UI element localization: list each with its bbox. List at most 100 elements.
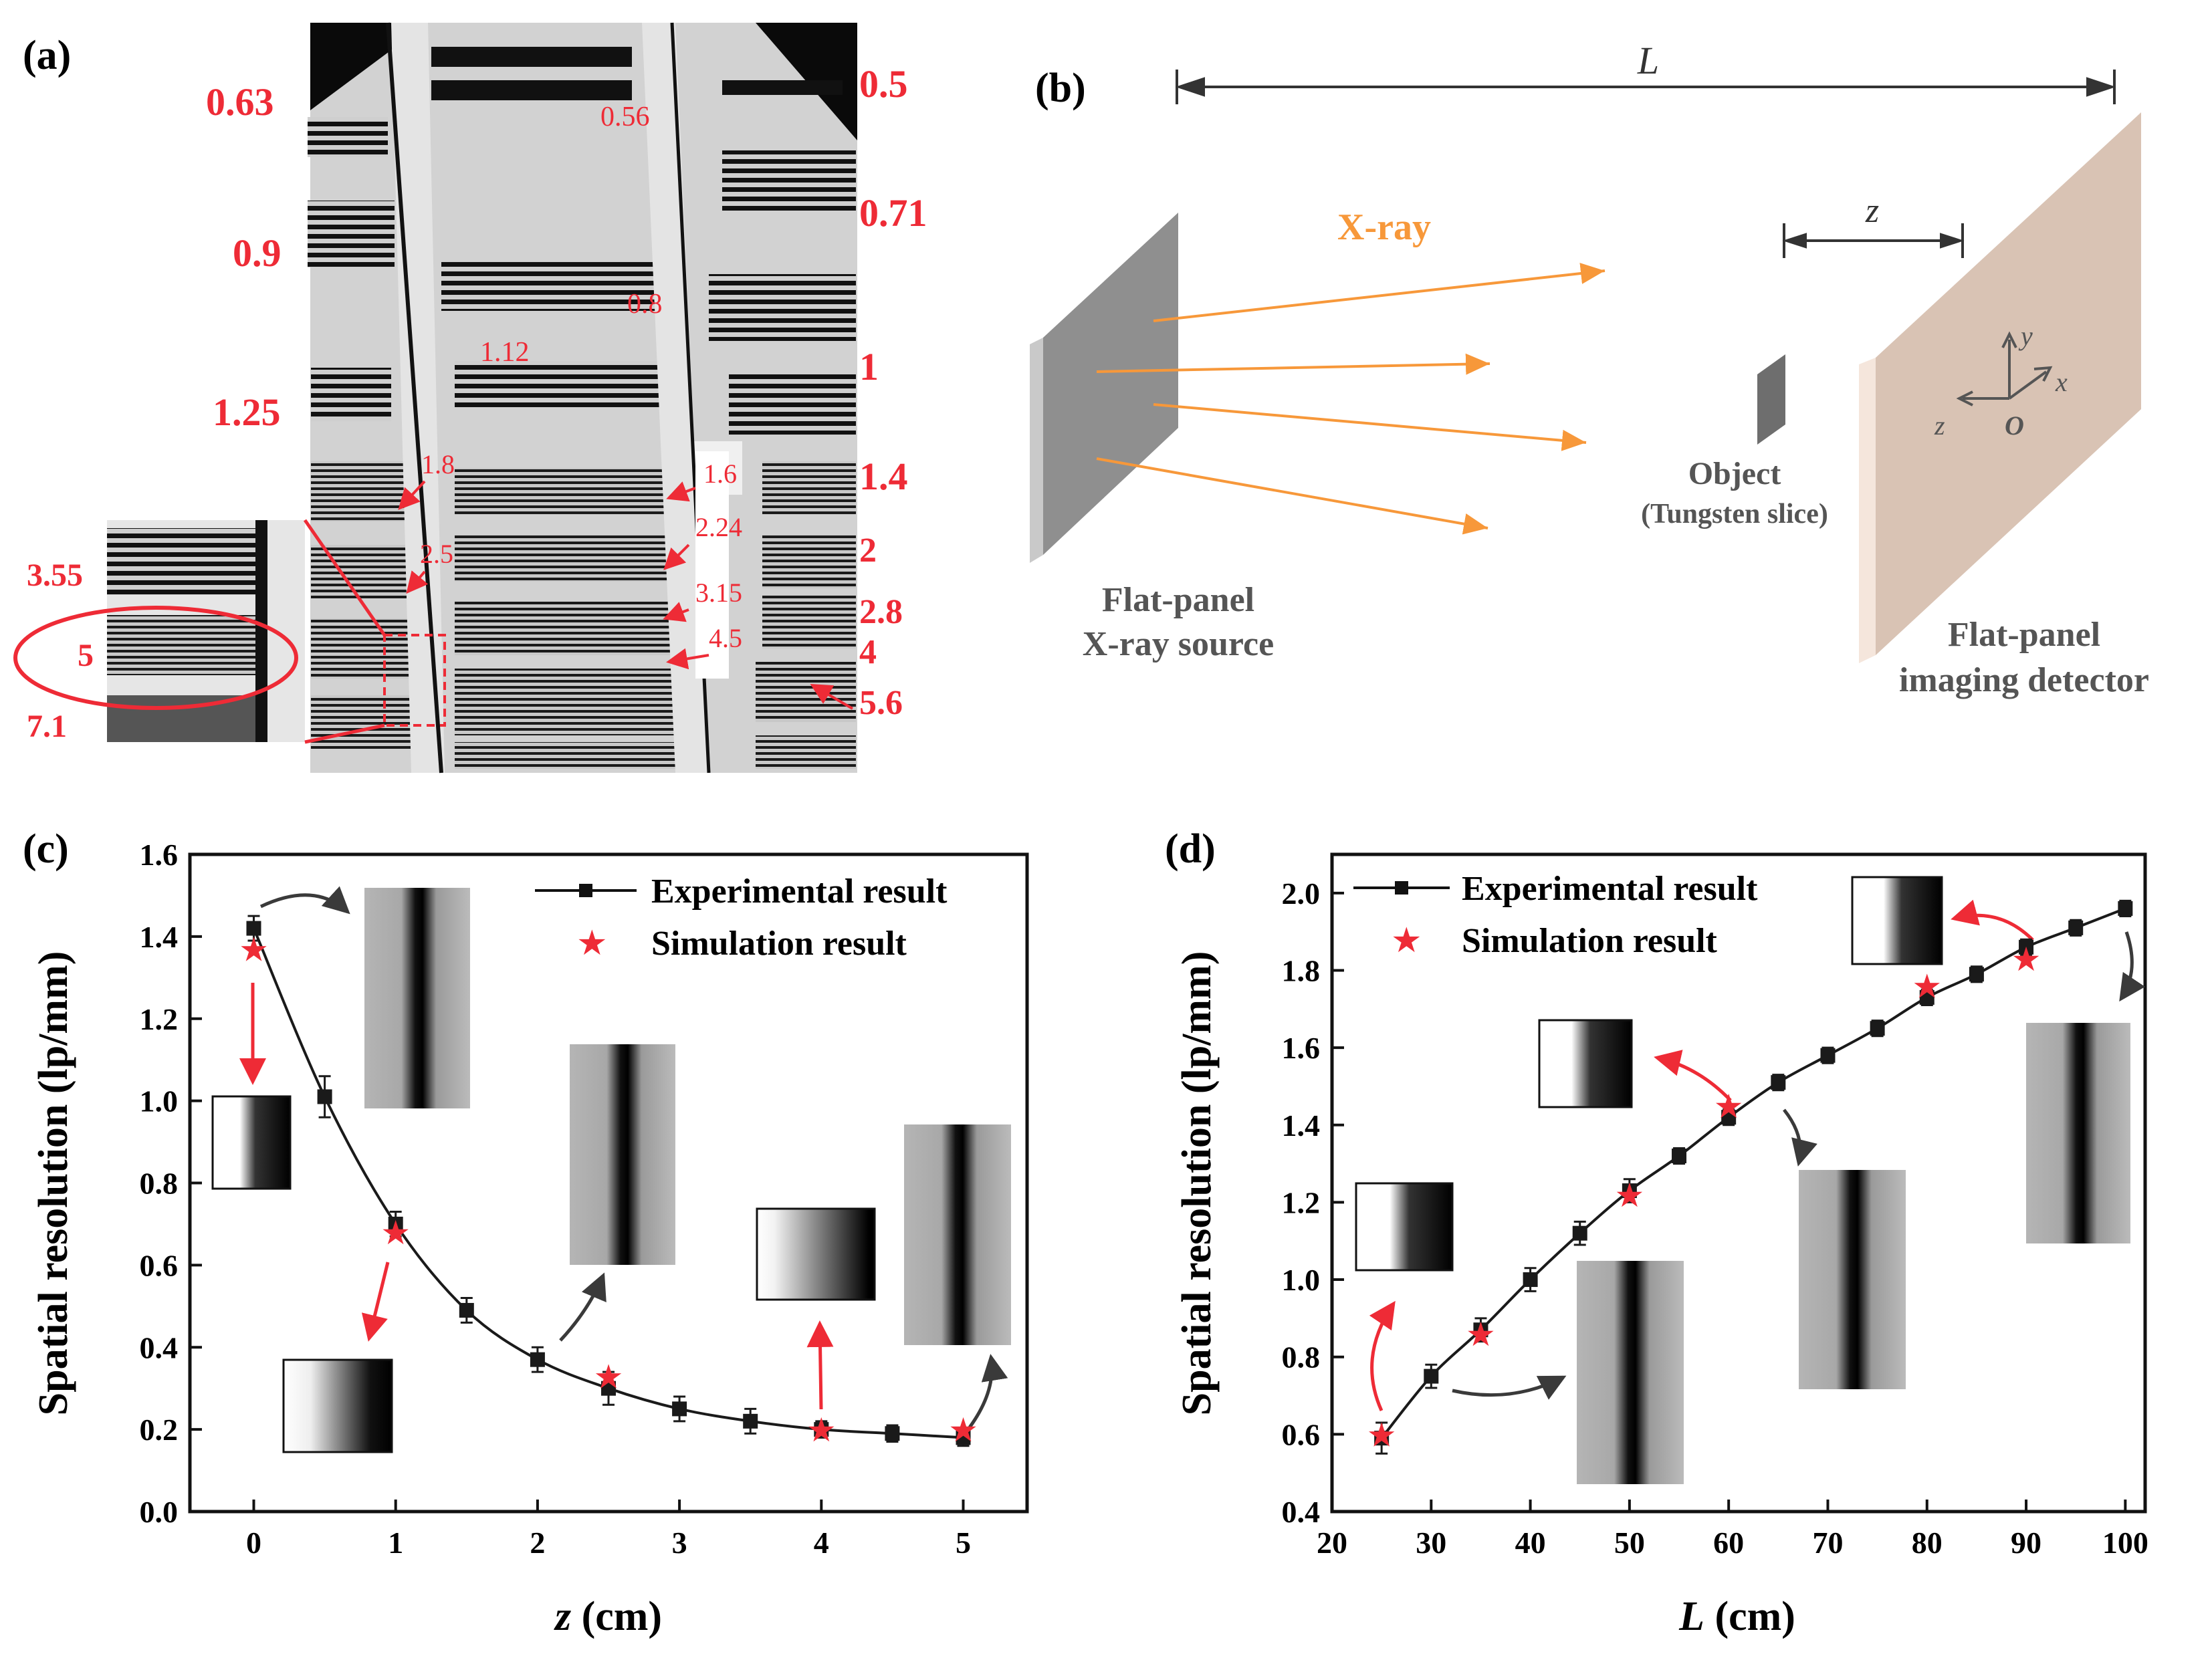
distance-z-label: z — [1865, 192, 1879, 230]
x-tick-label: 2 — [530, 1526, 545, 1560]
experimental-point — [1473, 1322, 1488, 1338]
x-tick-label: 5 — [956, 1526, 971, 1560]
y-tick-label: 1.0 — [140, 1084, 179, 1118]
simulation-point: ★ — [948, 1411, 978, 1449]
y-tick-label: 1.2 — [1282, 1185, 1321, 1219]
a-inner-num: 1.12 — [480, 337, 530, 368]
a-inner-num: 1.6 — [703, 459, 737, 489]
chart-c-y-axis: 0.0 0.2 0.4 0.6 0.8 1.0 1.2 1.4 1.6 — [140, 838, 202, 1529]
legend-simulation: Simulation result — [1462, 922, 1718, 960]
chart-c-annotation-arrows — [239, 886, 1008, 1429]
object-label-2: (Tungsten slice) — [1641, 499, 1828, 529]
tungsten-object — [1757, 354, 1785, 445]
y-tick-label: 0.6 — [1282, 1417, 1321, 1451]
chart-c-plot-area: ★ ★ ★ ★ ★ — [239, 915, 978, 1449]
x-tick-label: 100 — [2102, 1526, 2148, 1560]
inset-line-image — [364, 888, 470, 1108]
legend-experimental: Experimental result — [1462, 870, 1758, 908]
chart-c-xlabel-var: z — [554, 1594, 571, 1639]
panel-d-label: (d) — [1165, 826, 1216, 872]
experimental-point — [1870, 1021, 1885, 1036]
y-tick-label: 1.4 — [140, 920, 179, 954]
x-tick-label: 90 — [2011, 1526, 2041, 1560]
experimental-point — [1424, 1368, 1439, 1384]
experimental-point — [1771, 1075, 1786, 1090]
experimental-point — [885, 1426, 900, 1441]
y-tick-label: 1.2 — [140, 1002, 179, 1036]
experimental-point — [2019, 939, 2034, 955]
inset-line-image — [1799, 1170, 1906, 1389]
a-left-num: 7.1 — [27, 709, 67, 744]
chart-d-annotation-arrows — [1369, 899, 2146, 1412]
simulation-point: ★ — [1367, 1415, 1397, 1454]
a-right-num: 1 — [859, 345, 879, 388]
experimental-point — [388, 1216, 403, 1231]
a-pointer-arrows — [398, 480, 854, 710]
a-left-num: 5 — [78, 638, 94, 673]
y-tick-label: 1.6 — [140, 838, 179, 872]
simulation-point: ★ — [594, 1357, 624, 1396]
xray-beams — [1096, 263, 1606, 535]
a-inner-num: 1.8 — [421, 449, 455, 479]
axis-y-label: y — [2018, 321, 2033, 351]
legend-star-marker: ★ — [1391, 921, 1422, 961]
x-tick-label: 80 — [1912, 1526, 1943, 1560]
resolution-chart-photo — [308, 22, 857, 773]
xray-label: X-ray — [1337, 207, 1431, 248]
distance-z-marker — [1782, 223, 1965, 258]
panel-a-label: (a) — [23, 33, 71, 78]
axis-x-label: x — [2055, 367, 2068, 397]
distance-L-marker — [1175, 70, 2116, 104]
legend-square-marker — [1395, 881, 1408, 895]
chart-c-insets — [211, 888, 1011, 1453]
y-tick-label: 2.0 — [1282, 876, 1321, 911]
y-tick-label: 0.0 — [140, 1495, 179, 1529]
simulation-point: ★ — [239, 930, 269, 969]
experimental-series-line — [252, 927, 964, 1439]
experimental-point — [1523, 1272, 1538, 1288]
panel-b-label: (b) — [1035, 66, 1086, 111]
chart-c-x-axis: 0 1 2 3 4 5 — [246, 1500, 971, 1560]
highlight-ellipse — [13, 606, 298, 710]
a-right-num: 1.4 — [859, 455, 908, 498]
chart-c-xlabel: z (cm) — [554, 1594, 662, 1639]
x-tick-label: 40 — [1515, 1526, 1546, 1560]
source-label-2: X-ray source — [1083, 625, 1274, 663]
panel-c-label: (c) — [23, 826, 69, 872]
chart-d-insets — [1355, 876, 2130, 1484]
detector-plate — [1859, 112, 2141, 663]
chart-c-legend: Experimental result ★ Simulation result — [535, 872, 948, 963]
legend-square-marker — [579, 884, 592, 897]
inset-edge-image — [211, 1095, 292, 1190]
experimental-point — [530, 1352, 545, 1367]
inset-edge-image — [1355, 1182, 1454, 1272]
y-tick-label: 0.2 — [140, 1413, 179, 1447]
a-right-num: 5.6 — [859, 684, 903, 722]
chart-d-frame — [1330, 852, 2147, 1514]
a-left-num: 0.63 — [206, 80, 274, 124]
x-tick-label: 50 — [1614, 1526, 1645, 1560]
panel-b: (b) L z X-ra — [1030, 39, 2149, 699]
chart-c-xlabel-unit: (cm) — [571, 1594, 662, 1639]
simulation-point: ★ — [806, 1411, 837, 1449]
experimental-point — [246, 921, 261, 936]
chart-c-ylabel: Spatial resolution (lp/mm) — [31, 951, 76, 1416]
inset-line-image — [1577, 1261, 1684, 1484]
zoom-inset — [13, 519, 446, 744]
experimental-point — [1820, 1048, 1836, 1063]
chart-d-ylabel: Spatial resolution (lp/mm) — [1174, 951, 1220, 1416]
y-tick-label: 0.8 — [1282, 1340, 1321, 1375]
x-tick-label: 70 — [1812, 1526, 1843, 1560]
xray-source-plate — [1030, 213, 1178, 563]
a-inner-num: 0.8 — [627, 289, 663, 320]
experimental-point — [1374, 1431, 1390, 1446]
simulation-point: ★ — [1466, 1315, 1496, 1354]
chart-d-xlabel-unit: (cm) — [1704, 1594, 1795, 1639]
a-right-num: 2.8 — [859, 593, 903, 631]
inset-line-image — [904, 1124, 1011, 1345]
experimental-point — [459, 1302, 474, 1318]
a-inner-num: 4.5 — [709, 623, 742, 653]
legend-simulation: Simulation result — [651, 925, 907, 963]
a-inner-num: 3.15 — [695, 578, 742, 608]
chart-d-xlabel-var: L — [1678, 1594, 1704, 1639]
